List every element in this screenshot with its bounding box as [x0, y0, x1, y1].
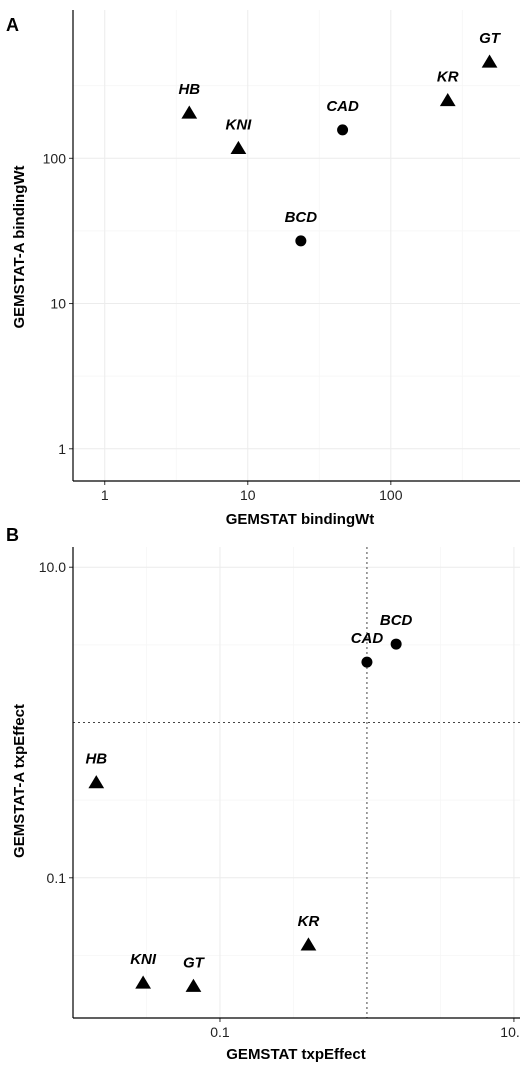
x-tick-label: 100 — [379, 487, 403, 503]
point-kni-label: KNI — [225, 116, 252, 133]
point-bcd-marker — [295, 235, 307, 247]
panel-b-y-axis-title: GEMSTAT-A txpEffect — [11, 704, 28, 858]
point-cad-marker — [337, 124, 349, 136]
x-tick-label: 1 — [101, 487, 109, 503]
point-kni-label: KNI — [130, 951, 157, 968]
point-cad-label: CAD — [326, 98, 359, 115]
x-tick-label: 10.0 — [500, 1024, 520, 1040]
panel-a-y-axis-title: GEMSTAT-A bindingWt — [11, 165, 28, 328]
x-tick-label: 0.1 — [210, 1024, 230, 1040]
x-tick-label: 10 — [240, 487, 256, 503]
panel-a-letter: A — [6, 15, 19, 35]
point-kni-marker — [135, 975, 151, 989]
point-hb-marker — [88, 775, 105, 789]
point-kni-marker — [230, 140, 247, 155]
y-tick-label: 100 — [43, 150, 67, 166]
point-cad-marker — [361, 656, 373, 668]
panel-b-letter: B — [6, 525, 19, 545]
y-tick-label: 10.0 — [39, 559, 66, 575]
point-hb-marker — [181, 105, 198, 119]
point-kr-marker — [300, 937, 317, 951]
point-gt-label: GT — [479, 30, 502, 47]
point-hb-label: HB — [178, 81, 200, 98]
point-bcd-label: BCD — [285, 209, 318, 226]
point-bcd-label: BCD — [380, 612, 413, 629]
panel-b-x-axis-title: GEMSTAT txpEffect — [226, 1046, 365, 1063]
point-bcd-marker — [390, 638, 402, 650]
panel-a-grid — [73, 10, 520, 481]
point-cad-label: CAD — [351, 630, 384, 647]
point-gt-marker — [481, 54, 498, 68]
point-gt-marker — [185, 978, 202, 992]
point-kr-label: KR — [437, 69, 459, 86]
point-hb-label: HB — [85, 751, 107, 768]
panel-a-x-axis-title: GEMSTAT bindingWt — [226, 511, 375, 528]
y-tick-label: 0.1 — [47, 870, 67, 886]
point-gt-label: GT — [183, 954, 206, 971]
point-kr-marker — [439, 93, 456, 107]
panel-b-scatter: B GEMSTAT txpEffect GEMSTAT-A txpEffect … — [6, 525, 520, 1063]
point-kr-label: KR — [298, 913, 320, 930]
y-tick-label: 1 — [58, 441, 66, 457]
panel-a-scatter: A GEMSTAT bindingWt GEMSTAT-A bindingWt … — [6, 10, 520, 528]
panel-b-grid — [73, 547, 520, 1018]
y-tick-label: 10 — [50, 296, 66, 312]
